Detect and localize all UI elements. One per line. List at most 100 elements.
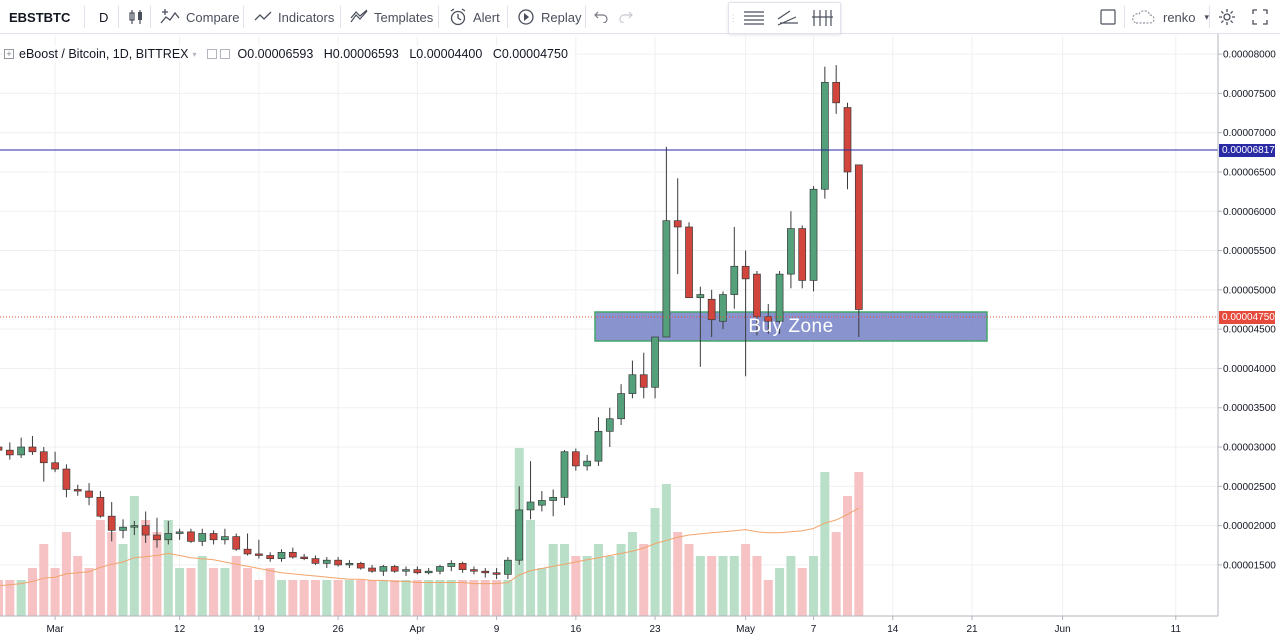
time-tick-label: 11: [1171, 624, 1182, 635]
candle-body: [798, 228, 807, 281]
volume-bar: [661, 484, 671, 616]
volume-bar: [775, 568, 785, 616]
candle-body: [334, 559, 342, 566]
volume-bar: [650, 508, 660, 616]
candle-body: [753, 273, 761, 317]
candle-body: [481, 570, 490, 574]
chart-type-button[interactable]: [128, 0, 144, 34]
candle-body: [85, 490, 93, 498]
candle-body: [266, 555, 275, 559]
candle-body: [390, 566, 399, 572]
volume-bar: [786, 556, 796, 616]
volume-bar: [820, 472, 830, 616]
interval-button[interactable]: D: [99, 9, 109, 25]
price-tick-label: 0.00007000: [1223, 128, 1276, 139]
compare-button[interactable]: Compare: [160, 0, 239, 34]
candle: [175, 528, 184, 540]
volume-bar: [480, 580, 490, 616]
candles-icon: [128, 9, 144, 25]
candle: [322, 557, 331, 569]
volume-bar: [118, 544, 128, 616]
volume-bar: [627, 532, 637, 616]
layout-button[interactable]: renko ▾: [1131, 0, 1209, 34]
volume-bar: [367, 580, 377, 616]
redo-button[interactable]: [619, 0, 633, 34]
time-tick-label: 14: [887, 624, 899, 635]
replay-button[interactable]: Replay: [517, 0, 581, 34]
settings-button[interactable]: [1218, 0, 1236, 34]
candle-body: [662, 220, 671, 338]
legend-chevron-icon[interactable]: ▾: [192, 49, 197, 59]
ticks-icon: [811, 9, 833, 27]
undo-icon: [594, 11, 608, 23]
candle: [255, 539, 263, 559]
volume-bar: [684, 544, 694, 616]
drag-handle-icon[interactable]: ⋮: [728, 12, 738, 23]
candle-body: [345, 562, 354, 566]
templates-button[interactable]: Templates: [350, 0, 433, 34]
candle-body: [447, 562, 456, 567]
candle: [719, 291, 727, 330]
volume-bar: [831, 532, 841, 616]
fullscreen-mode-button[interactable]: [1100, 0, 1116, 34]
candle: [368, 564, 376, 573]
candle-body: [651, 336, 659, 388]
candle-body: [62, 468, 71, 490]
candle-body: [526, 501, 535, 511]
maximize-button[interactable]: [1252, 0, 1268, 34]
candle-body: [198, 533, 207, 542]
candle: [209, 530, 218, 545]
candle-body: [311, 558, 320, 564]
price-tick-label: 0.00003500: [1223, 403, 1276, 414]
volume-bar: [378, 580, 388, 616]
alert-button[interactable]: Alert: [449, 0, 500, 34]
candle: [504, 557, 512, 580]
trend-lines-icon: [777, 9, 799, 27]
candle-body: [300, 556, 308, 559]
volume-bar: [50, 568, 60, 616]
horizontal-lines-button[interactable]: [737, 3, 771, 33]
candle-body: [515, 509, 524, 561]
candle: [560, 450, 569, 506]
legend-collapse-icon[interactable]: +: [4, 49, 14, 59]
symbol-search-button[interactable]: EBSTBTC: [9, 9, 71, 25]
candle-body: [175, 531, 184, 534]
trend-lines-button[interactable]: [771, 3, 805, 33]
candle-body: [232, 536, 241, 550]
indicators-icon: [254, 9, 272, 25]
volume-bar: [84, 568, 94, 616]
candle: [538, 491, 546, 512]
time-tick-label: 23: [649, 624, 661, 635]
candle: [379, 564, 388, 576]
candle: [413, 566, 422, 575]
volume-bar: [163, 520, 173, 616]
time-tick-label: Jun: [1055, 624, 1071, 635]
candle: [17, 437, 25, 459]
volume-bar: [809, 556, 819, 616]
toolbar-divider: [150, 6, 151, 28]
time-tick-label: May: [736, 624, 755, 635]
volume-bar: [458, 580, 468, 616]
price-tick-label: 0.00002000: [1223, 521, 1276, 532]
candle: [549, 489, 558, 517]
templates-icon: [350, 9, 368, 25]
candle: [311, 555, 320, 565]
candle-body: [492, 572, 501, 575]
legend-settings-icon[interactable]: [219, 49, 230, 59]
volume-bar: [718, 556, 728, 616]
ticks-button[interactable]: [805, 3, 839, 33]
candle: [243, 533, 252, 556]
volume-bar: [186, 568, 196, 616]
volume-bar: [797, 568, 807, 616]
undo-button[interactable]: [594, 0, 608, 34]
volume-bar: [639, 544, 649, 616]
alert-label: Alert: [473, 9, 500, 25]
volume-bar: [843, 496, 852, 616]
candle: [571, 448, 580, 471]
volume-bar: [356, 580, 366, 616]
legend-eye-icon[interactable]: [206, 49, 217, 59]
buy-zone-label[interactable]: Buy Zone: [748, 316, 834, 337]
legend-title[interactable]: eBoost / Bitcoin, 1D, BITTREX: [19, 47, 189, 61]
indicators-button[interactable]: Indicators: [254, 0, 334, 34]
